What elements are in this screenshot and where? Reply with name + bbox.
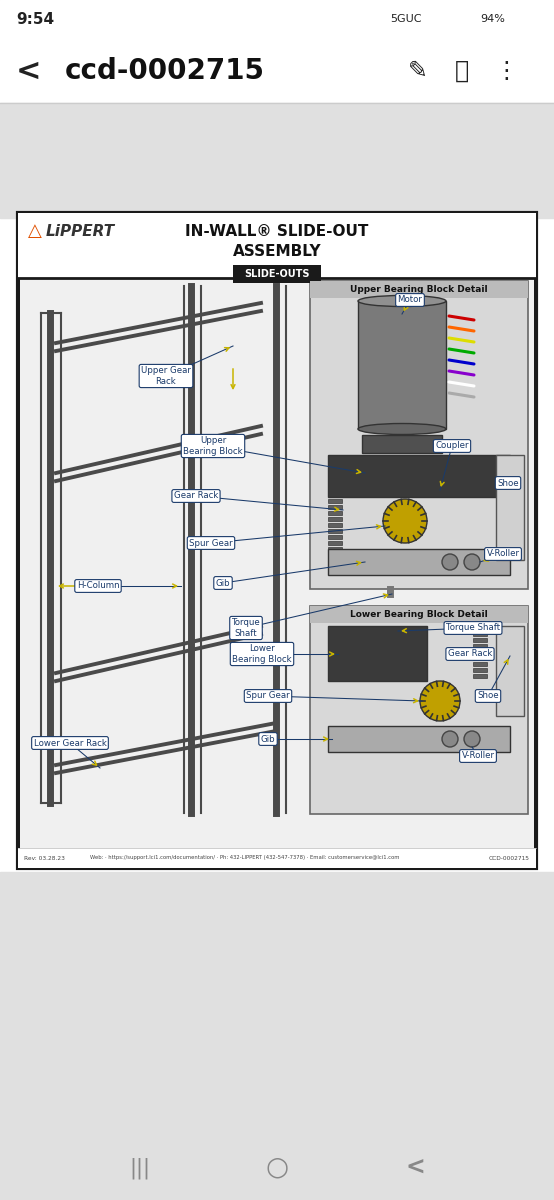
Bar	[473, 662, 487, 666]
Bar	[310, 606, 528, 623]
Text: Web: · https://support.lci1.com/documentation/ · Ph: 432-LIPPERT (432-547-7378) : Web: · https://support.lci1.com/document…	[90, 856, 399, 860]
Bar	[358, 301, 446, 428]
Text: Gear Rack: Gear Rack	[448, 649, 492, 659]
Circle shape	[464, 554, 480, 570]
Ellipse shape	[358, 295, 446, 306]
Bar	[473, 674, 487, 678]
Bar	[0, 103, 554, 218]
Text: Lower Gear Rack: Lower Gear Rack	[34, 738, 106, 748]
Circle shape	[442, 731, 458, 746]
Text: ✎: ✎	[408, 59, 428, 83]
Text: Lower
Bearing Block: Lower Bearing Block	[232, 644, 292, 664]
Circle shape	[383, 499, 427, 542]
Text: △: △	[28, 222, 42, 240]
Bar	[328, 547, 342, 551]
Bar	[328, 455, 510, 497]
Bar	[328, 535, 342, 539]
Bar	[310, 281, 528, 298]
Text: SLIDE-OUTS: SLIDE-OUTS	[244, 269, 310, 278]
Bar	[328, 511, 342, 515]
Bar	[473, 650, 487, 654]
Bar	[328, 541, 342, 545]
Text: V-Roller: V-Roller	[461, 751, 495, 761]
Ellipse shape	[358, 424, 446, 434]
Bar	[362, 434, 442, 452]
Bar	[473, 626, 487, 630]
Text: Coupler: Coupler	[435, 442, 469, 450]
Bar	[328, 523, 342, 527]
Text: ccd-0002715: ccd-0002715	[65, 56, 265, 85]
Bar	[473, 668, 487, 672]
Text: V-Roller: V-Roller	[486, 550, 520, 558]
Bar	[233, 265, 321, 283]
Text: Lower Bearing Block Detail: Lower Bearing Block Detail	[350, 610, 488, 619]
Bar	[310, 606, 528, 814]
Text: Shoe: Shoe	[477, 691, 499, 701]
Bar	[328, 726, 510, 752]
Circle shape	[420, 680, 460, 721]
Text: Rev: 03.28.23: Rev: 03.28.23	[24, 856, 65, 860]
Text: 9:54: 9:54	[16, 12, 54, 26]
Bar	[328, 529, 342, 533]
Text: Upper
Bearing Block: Upper Bearing Block	[183, 437, 243, 456]
Text: Torque
Shaft: Torque Shaft	[232, 618, 260, 637]
Text: |||: |||	[130, 1157, 151, 1178]
Bar	[328, 517, 342, 521]
Bar	[310, 281, 528, 589]
Bar	[473, 638, 487, 642]
Text: 94%: 94%	[480, 14, 505, 24]
Bar	[473, 644, 487, 648]
Text: CCD-0002715: CCD-0002715	[489, 856, 530, 860]
Text: 5GUC: 5GUC	[390, 14, 422, 24]
Bar	[473, 632, 487, 636]
Circle shape	[464, 731, 480, 746]
Text: H-Column: H-Column	[76, 582, 119, 590]
Text: IN-WALL® SLIDE-OUT: IN-WALL® SLIDE-OUT	[185, 223, 369, 239]
Bar	[328, 505, 342, 509]
Text: ⋮: ⋮	[494, 59, 518, 83]
Text: Shoe: Shoe	[497, 479, 519, 487]
Bar	[20, 278, 534, 848]
Bar	[18, 214, 536, 868]
Text: Gear Rack: Gear Rack	[174, 492, 218, 500]
Text: <: <	[16, 56, 42, 85]
Text: Spur Gear: Spur Gear	[246, 691, 290, 701]
Text: Gib: Gib	[261, 734, 275, 744]
Text: Spur Gear: Spur Gear	[189, 539, 233, 547]
Bar	[18, 848, 536, 868]
Bar	[0, 42, 554, 100]
Bar	[18, 214, 536, 278]
Bar	[0, 0, 554, 38]
Bar	[496, 626, 524, 716]
Bar	[328, 626, 427, 680]
Text: Gib: Gib	[216, 578, 230, 588]
Text: Torque Shaft: Torque Shaft	[446, 624, 500, 632]
Bar	[496, 455, 524, 560]
Text: ○: ○	[265, 1154, 289, 1181]
Text: LiPPERT: LiPPERT	[46, 223, 115, 239]
Circle shape	[442, 554, 458, 570]
Text: <: <	[405, 1156, 425, 1180]
Text: ⌕: ⌕	[455, 59, 469, 83]
Text: Upper Bearing Block Detail: Upper Bearing Block Detail	[350, 284, 488, 294]
Text: Upper Gear
Rack: Upper Gear Rack	[141, 366, 191, 385]
Text: ASSEMBLY: ASSEMBLY	[233, 244, 321, 258]
Text: Motor: Motor	[398, 295, 423, 305]
Bar	[328, 499, 342, 503]
Bar	[328, 550, 510, 575]
Bar	[473, 656, 487, 660]
